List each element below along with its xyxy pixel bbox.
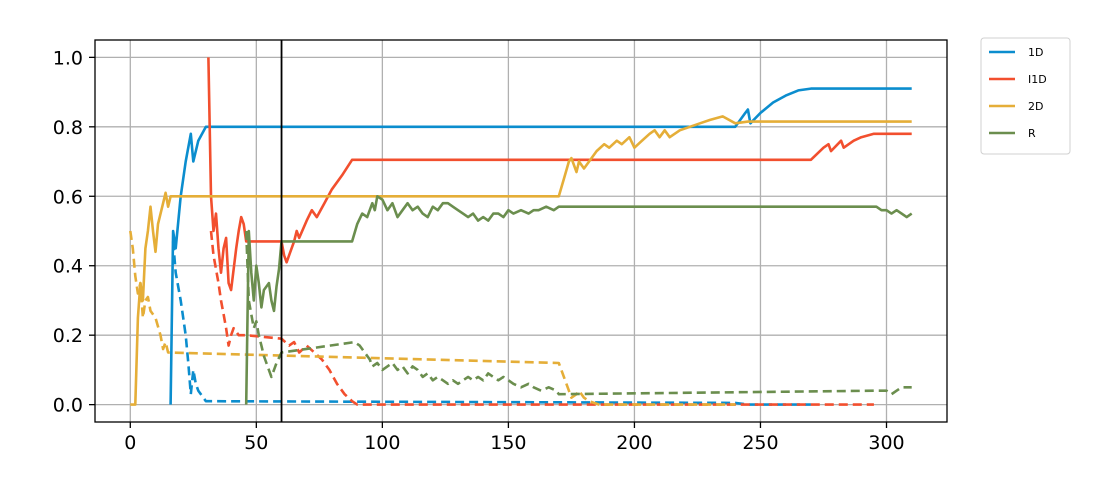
y-tick-label: 0.8 [53,117,83,139]
series-2d-solid-line [130,115,912,406]
y-tick-label: 0.0 [53,395,83,417]
x-tick-label: 0 [124,432,136,454]
axis-ticks: 0 50 100 150 200 250 300 0.0 0.2 0.4 0.6 0.8 1.0 [53,47,905,454]
series-group [129,57,913,406]
legend-label-1d: 1D [1028,46,1043,59]
plot-area-frame [94,39,948,423]
x-tick-label: 300 [868,432,904,454]
y-tick-label: 1.0 [53,47,83,69]
series-r-dashed-line [244,230,912,396]
legend-box [980,37,1071,155]
x-tick-label: 200 [616,432,652,454]
x-tick-label: 50 [244,432,268,454]
legend: 1D I1D 2D R [980,37,1071,155]
grid [95,40,947,422]
series-i1d-dashed-line [209,230,874,406]
x-tick-label: 150 [490,432,526,454]
y-tick-label: 0.4 [53,256,83,278]
x-tick-label: 100 [364,432,400,454]
x-tick-label: 250 [742,432,778,454]
series-i1d-solid-line [207,57,912,292]
y-tick-label: 0.2 [53,325,83,347]
legend-label-2d: 2D [1028,100,1043,113]
y-tick-label: 0.6 [53,186,83,208]
series-r-solid-line [244,195,913,405]
legend-label-i1d: I1D [1028,73,1047,86]
series-1d-dashed-line [171,241,811,406]
legend-label-r: R [1028,127,1036,140]
